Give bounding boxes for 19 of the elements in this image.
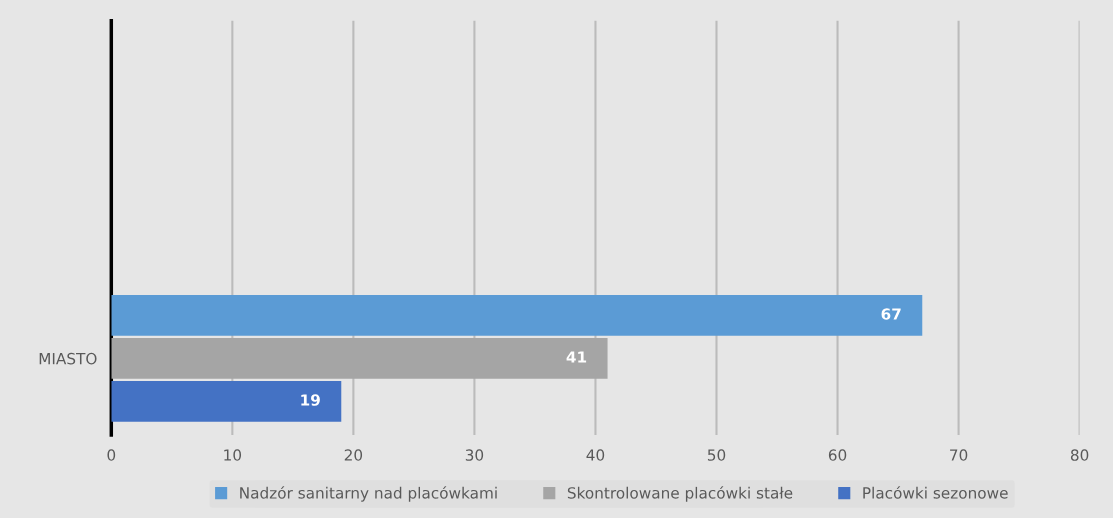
- legend-label: Placówki sezonowe: [863, 486, 1008, 499]
- data-label: 67: [881, 308, 901, 320]
- bar: [111, 380, 342, 422]
- bar: [111, 294, 923, 336]
- x-tick-label: 10: [224, 449, 242, 461]
- x-tick-label: 80: [1070, 449, 1089, 461]
- x-tick-label: 40: [586, 449, 605, 461]
- data-label: 19: [301, 394, 320, 406]
- x-tick-label: 70: [950, 449, 968, 461]
- bar: [111, 337, 608, 379]
- y-tick-label: MIASTO: [39, 352, 97, 365]
- x-tick-label: 50: [707, 449, 726, 461]
- data-label: 41: [566, 351, 587, 363]
- legend-label: Skontrolowane placówki stałe: [567, 486, 793, 502]
- x-tick-label: 30: [465, 449, 484, 461]
- x-tick-label: 20: [344, 449, 363, 461]
- legend-label: Nadzór sanitarny nad placówkami: [240, 486, 497, 502]
- x-tick-label: 60: [828, 449, 847, 461]
- x-tick-label: 0: [107, 449, 116, 461]
